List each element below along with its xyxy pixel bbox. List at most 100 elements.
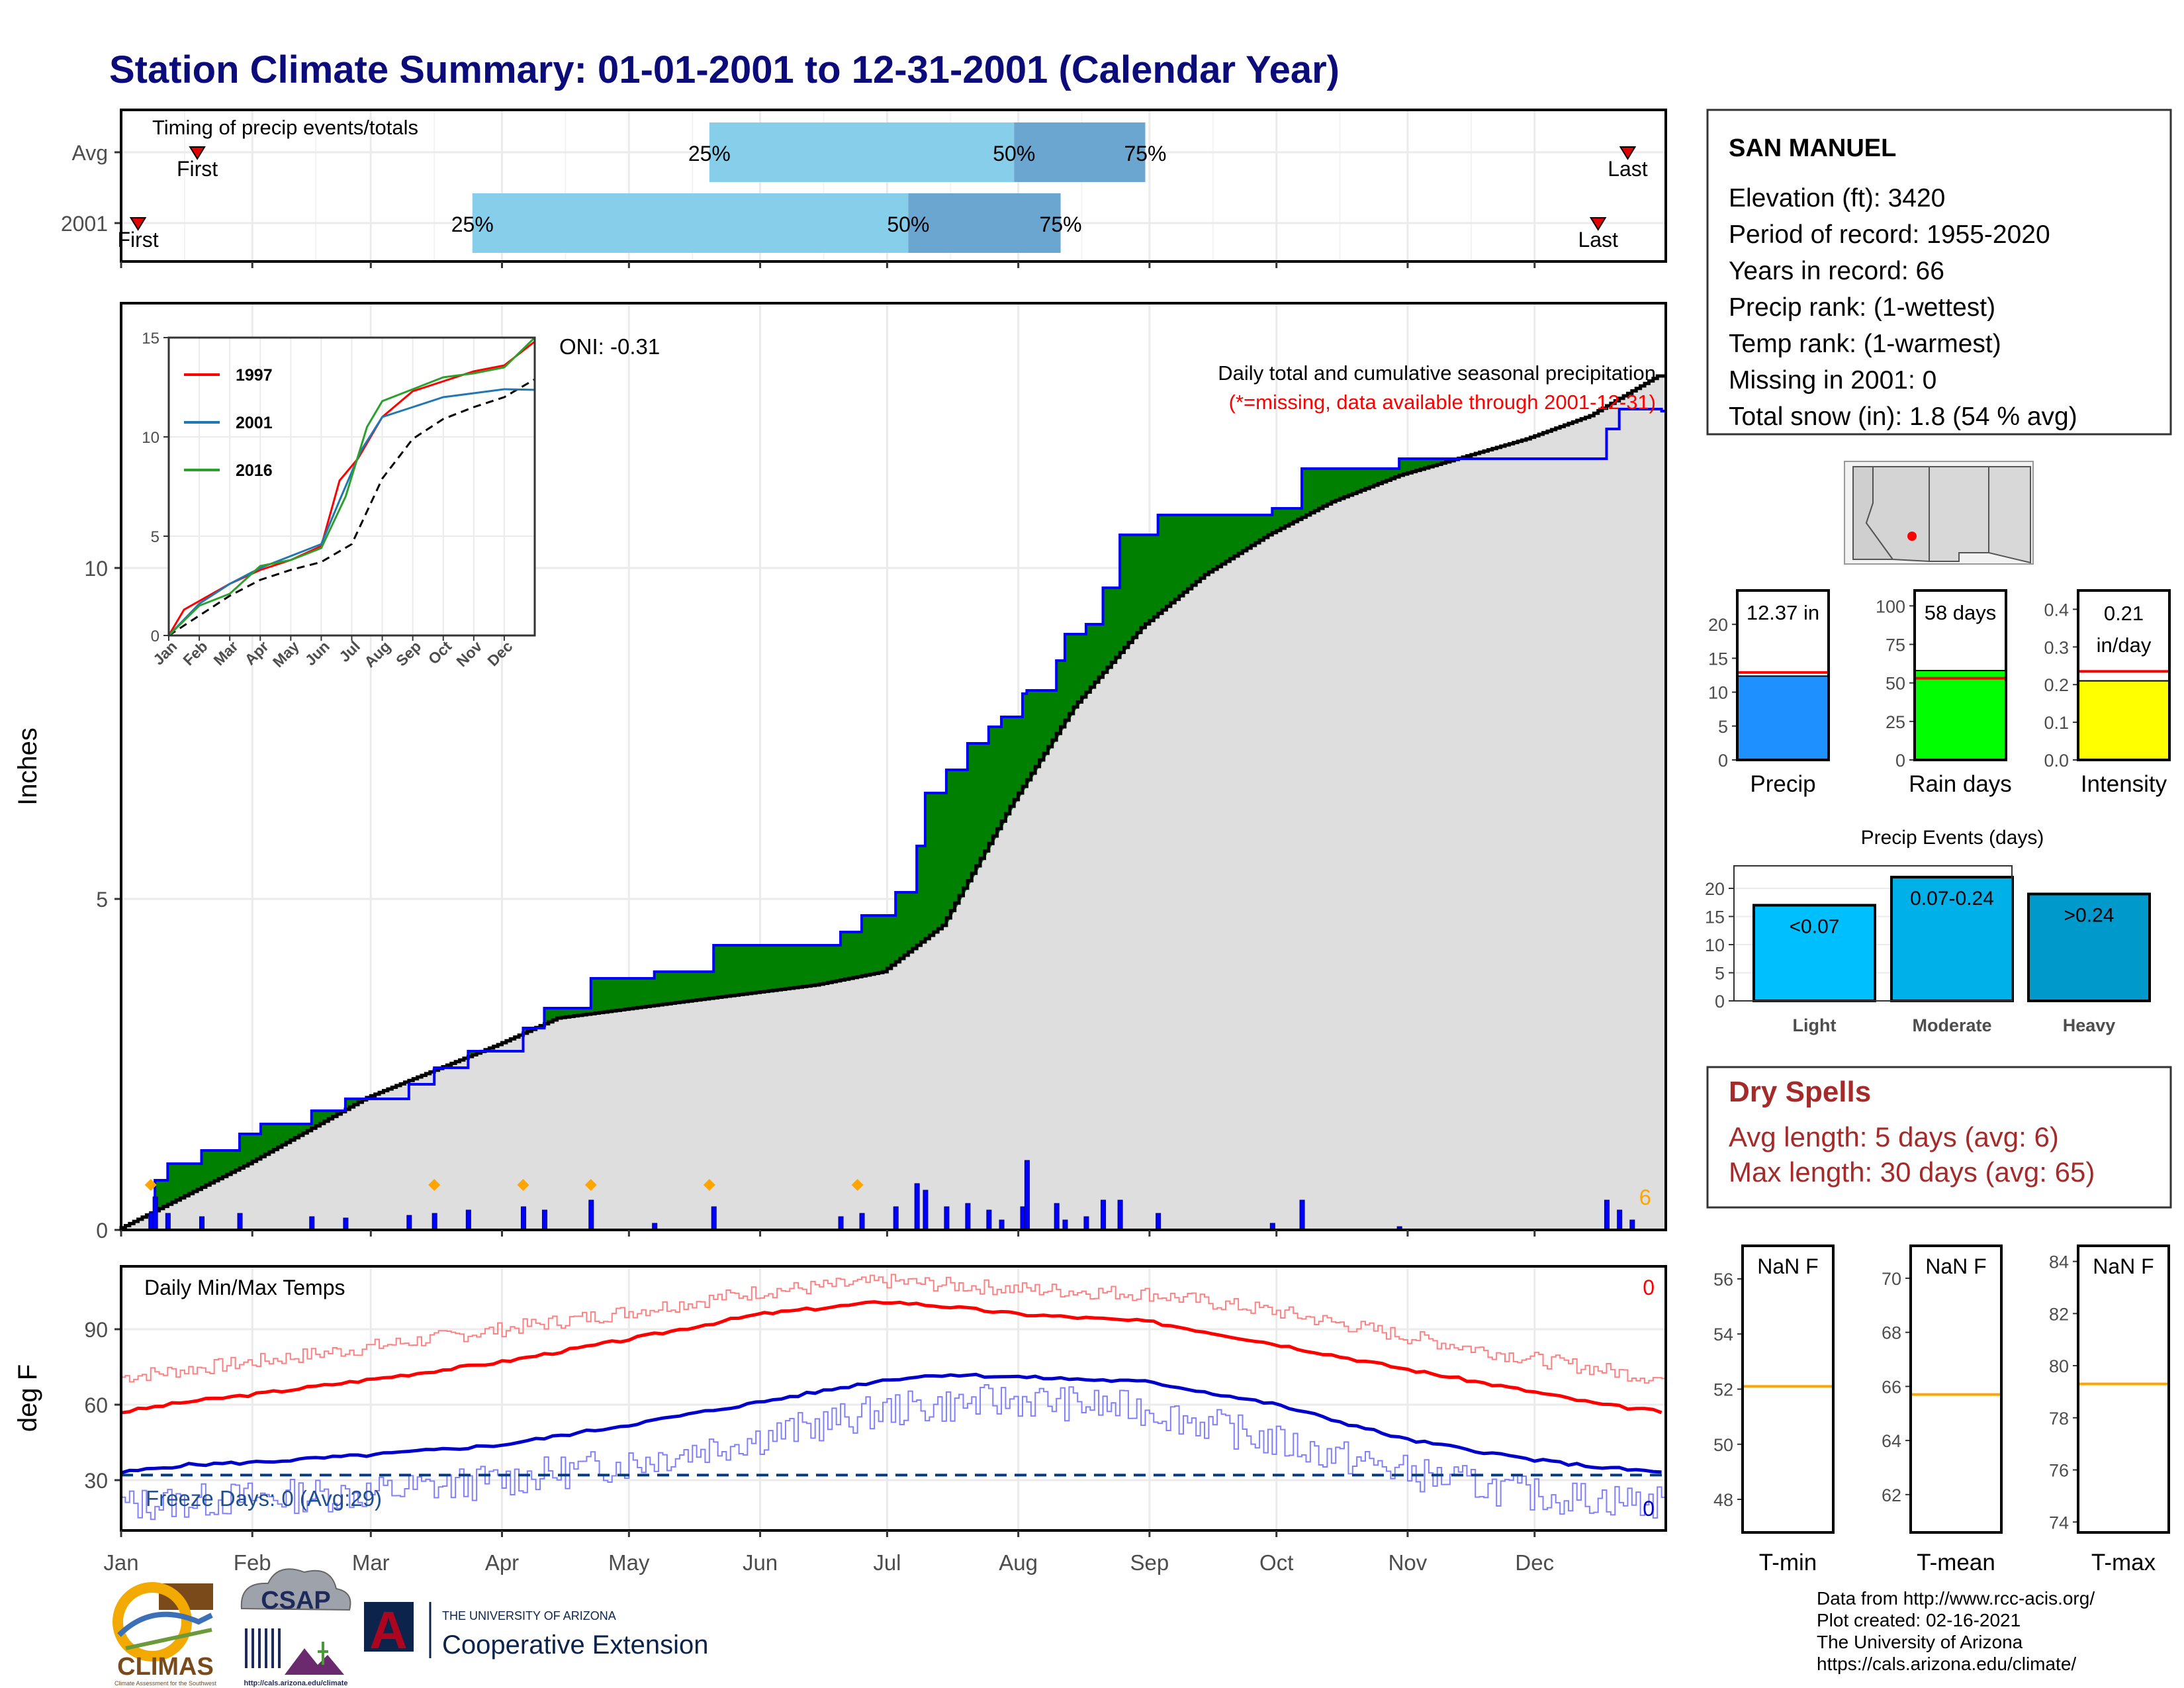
summary-bar-name: Rain days <box>1909 771 2012 797</box>
precip-departure-fill <box>1310 468 1315 516</box>
daily-precip-bar <box>432 1213 437 1231</box>
precip-departure-fill <box>772 945 778 992</box>
event-bar <box>1890 876 2014 1002</box>
daily-precip-bar <box>893 1206 899 1231</box>
climas-leaf-icon <box>125 1628 212 1650</box>
temp-box-tick-label: 52 <box>1713 1380 1733 1400</box>
precip-y-tick-label: 5 <box>96 888 108 912</box>
precip-departure-fill <box>730 945 735 997</box>
precip-departure-fill <box>827 945 833 984</box>
precip-departure-fill <box>979 743 985 867</box>
precip-departure-fill <box>751 945 756 994</box>
precip-departure-fill <box>789 945 795 990</box>
summary-bar-tick-label: 75 <box>1886 635 1905 655</box>
summary-bar-tick-label: 15 <box>1708 649 1728 669</box>
temp-box-tick-label: 70 <box>1882 1269 1901 1289</box>
station-name: SAN MANUEL <box>1729 134 1896 162</box>
precip-departure-fill <box>734 945 740 996</box>
dry-spells-box <box>1706 1066 2172 1209</box>
credit-line: Data from http://www.rcc-acis.org/ <box>1817 1588 2095 1609</box>
precip-departure-fill <box>878 915 884 974</box>
timing-last-label: Last <box>1608 157 1648 181</box>
precip-departure-fill <box>886 915 892 973</box>
timing-row-label: Avg <box>71 141 108 165</box>
precip-departure-fill <box>1216 514 1222 570</box>
summary-bar-tick-label: 10 <box>1708 683 1728 703</box>
precip-departure-fill <box>739 945 744 996</box>
precip-departure-fill <box>607 978 613 1013</box>
precip-departure-fill <box>836 945 841 982</box>
temp-box-value: NaN F <box>1757 1254 1818 1278</box>
daily-precip-bar <box>1604 1199 1610 1231</box>
inset-legend-label: 2001 <box>236 414 273 432</box>
temp-box-tick-label: 54 <box>1713 1325 1733 1344</box>
daily-precip-bar <box>1083 1216 1089 1231</box>
summary-bar-tick-label: 5 <box>1718 717 1728 737</box>
precip-departure-fill <box>747 945 752 995</box>
daily-precip-bar <box>859 1213 865 1231</box>
csap-cactus-icon <box>318 1642 328 1665</box>
precip-departure-fill <box>1128 534 1133 649</box>
last-marker-icon <box>1589 217 1607 231</box>
inset-y-tick-label: 0 <box>151 628 159 645</box>
station-info: SAN MANUEL Elevation (ft): 3420 Period of … <box>1706 109 2172 436</box>
precip-departure-fill <box>815 945 820 986</box>
precip-departure-fill <box>831 945 837 983</box>
month-label: Apr <box>485 1550 519 1575</box>
precip-departure-fill <box>1170 514 1175 608</box>
precip-departure-fill <box>810 945 816 987</box>
summary-bar-tick-label: 50 <box>1886 674 1905 694</box>
precip-departure-fill <box>870 915 875 976</box>
precip-departure-fill <box>1153 534 1159 622</box>
summary-bar-tick-label: 0.3 <box>2044 637 2069 657</box>
temp-box-tick-label: 84 <box>2049 1252 2069 1272</box>
snow-diamond-icon <box>517 1179 529 1191</box>
daily-precip-bar <box>541 1209 547 1231</box>
timing-last-label: Last <box>1578 228 1618 252</box>
snow-diamond-icon <box>144 1179 157 1191</box>
precip-departure-fill <box>912 892 917 953</box>
inset-legend-label: 1997 <box>236 366 273 385</box>
temp-box-name: T-mean <box>1917 1550 1995 1575</box>
precip-departure-fill <box>806 945 811 987</box>
precip-departure-fill <box>950 769 956 919</box>
summary-bar-name: Precip <box>1750 771 1815 797</box>
precip-y-tick-label: 10 <box>84 557 108 581</box>
events-frame <box>1733 865 2013 1002</box>
precip-departure-fill <box>1144 534 1150 629</box>
precip-departure-fill <box>1140 534 1146 633</box>
timing-label-25: 25% <box>451 212 494 236</box>
precip-departure-fill <box>764 945 769 993</box>
precip-departure-fill <box>1132 534 1138 643</box>
summary-bar-tick-label: 25 <box>1886 712 1905 732</box>
precip-departure-fill <box>1136 534 1142 639</box>
locator-map <box>1844 461 2034 565</box>
precip-departure-fill <box>171 1163 177 1205</box>
precip-departure-fill <box>670 971 676 1004</box>
precip-departure-fill <box>628 978 634 1010</box>
summary-bar-tick-label: 0.4 <box>2044 600 2069 620</box>
precip-departure-fill <box>612 978 617 1012</box>
temp-box-value: NaN F <box>2093 1254 2154 1278</box>
new-mexico-shape-icon <box>1929 466 1989 562</box>
station-location-dot-icon <box>1907 532 1917 541</box>
daily-precip-bar <box>1299 1199 1305 1231</box>
precip-departure-fill <box>963 769 968 897</box>
precip-departure-fill <box>1124 534 1129 653</box>
event-bar-label: >0.24 <box>2064 905 2115 927</box>
month-label: May <box>608 1550 650 1575</box>
daily-precip-bar <box>309 1216 315 1231</box>
precip-frame <box>120 302 1667 1231</box>
precip-departure-fill <box>1179 514 1184 600</box>
month-label: Jun <box>743 1550 778 1575</box>
precip-departure-fill <box>933 792 938 937</box>
timing-bar-25-50 <box>709 122 1015 182</box>
summary-bar-unit: in/day <box>2097 633 2152 657</box>
month-label: Aug <box>999 1550 1038 1575</box>
precip-departure-fill <box>882 915 887 973</box>
record-min-line <box>121 1383 1666 1521</box>
daily-precip-bar <box>1024 1160 1030 1231</box>
first-marker-icon <box>129 217 147 231</box>
tmin-missing-count: 0 <box>1643 1497 1655 1521</box>
